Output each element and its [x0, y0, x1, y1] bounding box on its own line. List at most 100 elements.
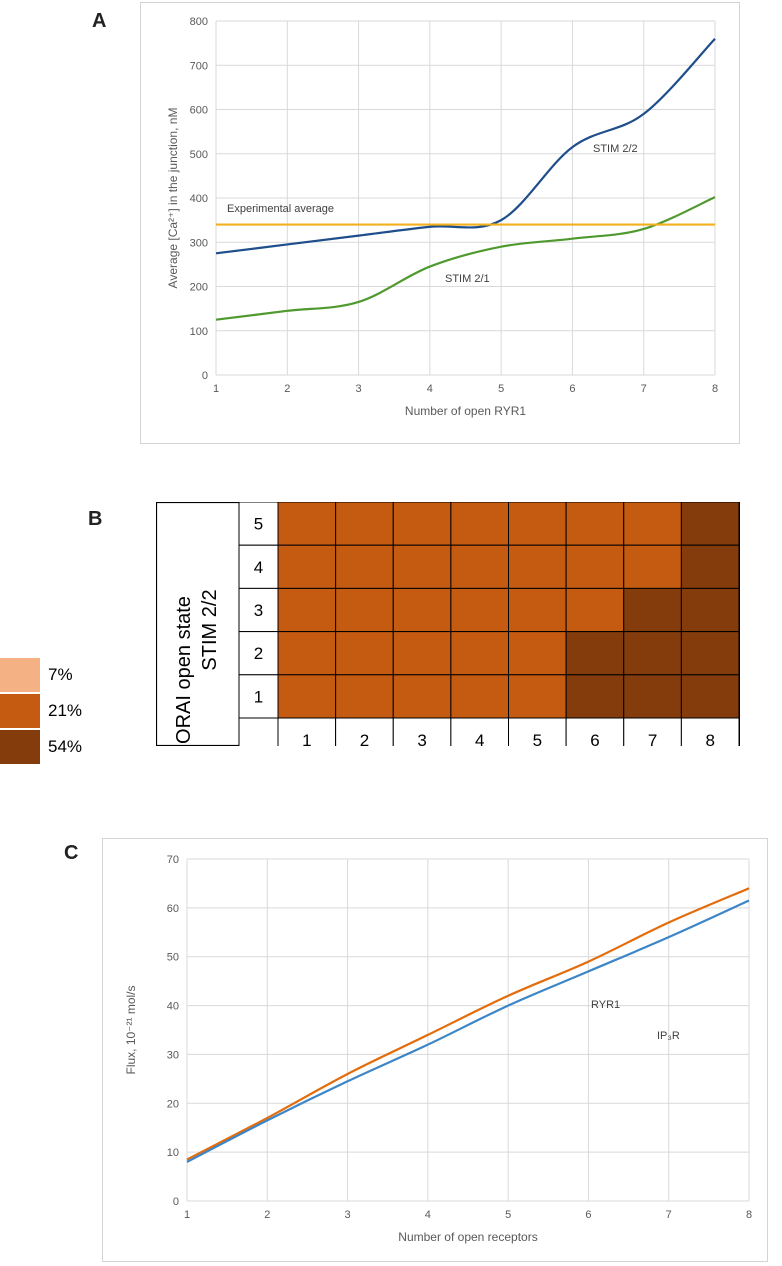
y-tick-label: 0: [202, 370, 208, 382]
y-tick-label: 700: [190, 60, 208, 72]
heatmap-cell: [392, 674, 452, 719]
annotation-ryr1: RYR1: [591, 999, 620, 1011]
row-label-cell: [238, 631, 279, 676]
heatmap-cell: [277, 631, 337, 676]
x-tick-label: 3: [356, 383, 362, 395]
heatmap-cell: [335, 544, 394, 589]
column-label: 8: [705, 731, 714, 746]
heatmap-cell: [277, 587, 337, 633]
column-label-cell: [392, 717, 452, 746]
heatmap-legend: 7% 21% 54%: [0, 658, 120, 768]
heatmap-cell: [335, 502, 394, 546]
heatmap-cell: [277, 502, 337, 546]
column-label: 6: [590, 731, 599, 746]
heatmap-cell: [623, 587, 682, 633]
legend-swatch-7: [0, 658, 40, 692]
heatmap-cell: [392, 587, 452, 633]
legend-label-21: 21%: [48, 701, 83, 720]
x-tick-label: 5: [498, 383, 504, 395]
panel-label-b: B: [88, 508, 103, 530]
annotation-experimental-average: Experimental average: [227, 203, 334, 215]
heatmap-cell: [392, 544, 452, 589]
heatmap-cell: [335, 674, 394, 719]
x-tick-label: 1: [213, 383, 219, 395]
column-label-cell: [680, 717, 740, 746]
heatmap-cell: [565, 631, 625, 676]
annotation-ip3r: IP₃R: [657, 1030, 680, 1042]
panel-label-c: C: [64, 842, 79, 864]
heatmap-b: 5432112345678Number of open RYR1sORAI op…: [156, 502, 740, 746]
x-tick-label: 8: [746, 1209, 752, 1221]
row-label: 2: [254, 644, 263, 663]
y-tick-label: 600: [190, 105, 208, 117]
heatmap-cell: [277, 674, 337, 719]
chart-a: 0 100 200 300 400 500 600 700 800 1 2 3 4 5 6 7 8 Number …: [166, 16, 718, 418]
heatmap-cell: [392, 502, 452, 546]
heatmap-cell: [450, 544, 509, 589]
heatmap-cell: [623, 502, 682, 546]
heatmap-cell: [680, 544, 740, 589]
legend-label-7: 7%: [48, 665, 73, 684]
heatmap-cell: [565, 674, 625, 719]
heatmap-cell: [450, 631, 509, 676]
row-label: 5: [254, 515, 263, 534]
x-tick-label: 3: [345, 1209, 351, 1221]
column-label-cell: [335, 717, 394, 746]
y-tick-label: 100: [190, 326, 208, 338]
x-tick-label: 6: [569, 383, 575, 395]
heatmap-cell: [508, 544, 567, 589]
heatmap-cell: [623, 544, 682, 589]
row-label: 4: [254, 558, 263, 577]
x-axis-title: Number of open receptors: [398, 1230, 537, 1244]
y-tick-label: 30: [167, 1049, 179, 1061]
y-tick-label: 70: [167, 854, 179, 866]
heatmap-cell: [680, 631, 740, 676]
x-tick-label: 7: [641, 383, 647, 395]
chart-c: 0 10 20 30 40 50 60 70 1 2 3 4 5 6 7 8 Number of open re…: [124, 854, 752, 1244]
y-tick-label: 300: [190, 237, 208, 249]
annotation-stim-2-1: STIM 2/1: [445, 273, 490, 285]
y-axis-title: Flux, 10⁻²¹ mol/s: [124, 985, 138, 1074]
panel-label-a: A: [92, 10, 107, 32]
heatmap-cell: [335, 631, 394, 676]
row-label: 3: [254, 601, 263, 620]
y-axis-title: Average [Ca²⁺] in the junction, nM: [166, 108, 180, 289]
heatmap-cell: [450, 502, 509, 546]
column-label-cell: [565, 717, 625, 746]
column-label: 1: [302, 731, 311, 746]
y-tick-label: 200: [190, 282, 208, 294]
column-label-cell: [450, 717, 509, 746]
heatmap-cell: [508, 587, 567, 633]
heatmap-cell: [565, 587, 625, 633]
heatmap-cell: [508, 631, 567, 676]
series-line-ryr1: [186, 887, 750, 1161]
x-tick-label: 6: [585, 1209, 591, 1221]
heatmap-cell: [450, 674, 509, 719]
x-tick-label: 8: [712, 383, 718, 395]
y-tick-label: 500: [190, 149, 208, 161]
heatmap-cell: [680, 587, 740, 633]
legend-swatch-21: [0, 694, 40, 728]
x-tick-label: 2: [284, 383, 290, 395]
y-tick-label: 800: [190, 16, 208, 28]
x-tick-label: 5: [505, 1209, 511, 1221]
heatmap-cell: [680, 502, 740, 546]
row-label: 1: [254, 687, 263, 706]
column-label: 4: [475, 731, 484, 746]
legend-swatch-54: [0, 730, 40, 764]
x-tick-label: 2: [264, 1209, 270, 1221]
x-tick-label: 4: [425, 1209, 431, 1221]
heatmap-cell: [623, 631, 682, 676]
series-line-ip3r: [186, 899, 750, 1163]
series-line-stim-2-2: [215, 37, 716, 255]
heatmap-cell: [565, 502, 625, 546]
legend-label-54: 54%: [48, 737, 83, 756]
chart-a-frame: 0 100 200 300 400 500 600 700 800 1 2 3 4 5 6 7 8 Number …: [140, 2, 740, 444]
x-axis-title: Number of open RYR1: [405, 404, 527, 418]
heatmap-cell: [450, 587, 509, 633]
column-label-cell: [277, 717, 337, 746]
heatmap-cell: [623, 674, 682, 719]
y-tick-label: 400: [190, 193, 208, 205]
heatmap-cell: [277, 544, 337, 589]
heatmap-cell: [335, 587, 394, 633]
